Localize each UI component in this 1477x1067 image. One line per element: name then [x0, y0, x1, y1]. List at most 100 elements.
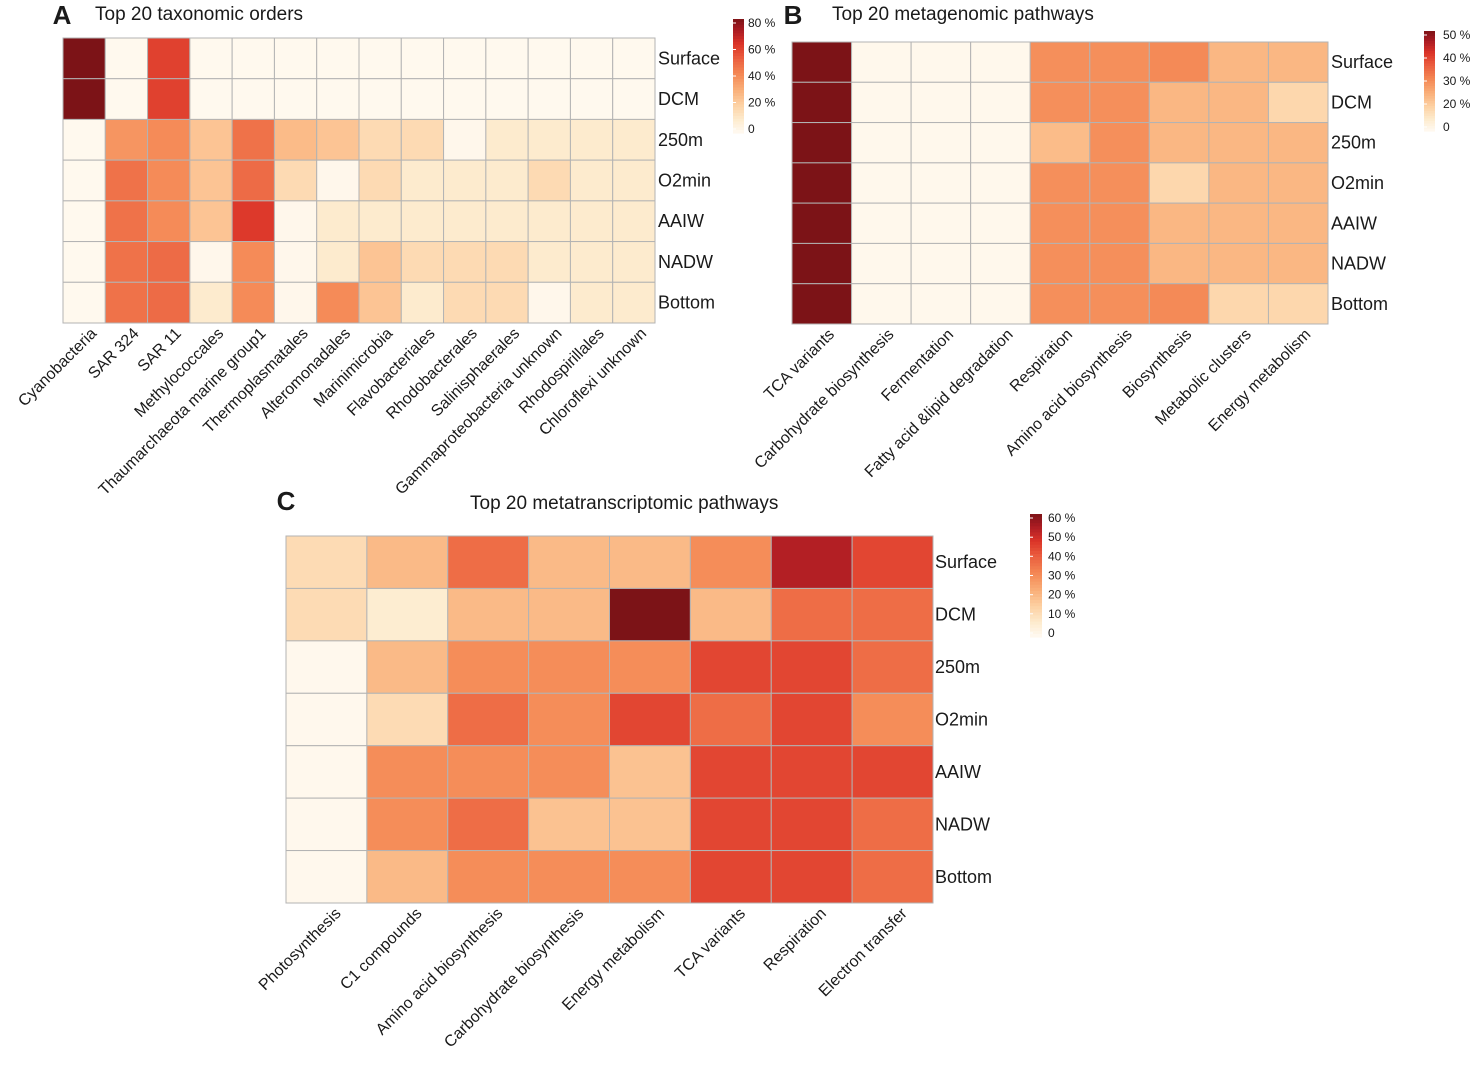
panel-b-cell: [910, 122, 972, 164]
panel-b-legend-label: 30 %: [1443, 74, 1471, 88]
panel-a-cell: [569, 281, 614, 324]
panel-c-cell: [689, 797, 772, 852]
panel-c-cell: [770, 535, 853, 589]
panel-b-legend-swatch: [1424, 33, 1435, 37]
panel-b-legend-swatch: [1424, 91, 1435, 95]
panel-c-cell: [528, 850, 611, 904]
panel-a-cell: [358, 281, 402, 324]
panel-a-legend-swatch: [733, 19, 744, 23]
panel-b-legend-swatch: [1424, 106, 1435, 110]
panel-a-letter: A: [53, 0, 72, 30]
panel-c-column-label: Photosynthesis: [256, 905, 345, 994]
panel-a-legend-swatch: [733, 101, 744, 106]
panel-a-cell: [189, 241, 233, 283]
panel-b-legend-swatch: [1424, 123, 1435, 127]
panel-a-cell: [189, 118, 233, 161]
panel-b-legend-label: 40 %: [1443, 51, 1471, 65]
panel-c-cell: [285, 640, 368, 694]
panel-a-cell: [612, 37, 656, 80]
panel-a-cell: [273, 281, 318, 324]
panel-b-cell: [1089, 122, 1150, 164]
panel-c-row-label: Surface: [935, 552, 997, 572]
panel-a-cell: [273, 200, 318, 243]
panel-c-cell: [770, 640, 853, 694]
panel-b-cell: [1148, 283, 1210, 325]
panel-c-cell: [609, 692, 691, 747]
panel-c-cell: [851, 850, 934, 904]
panel-a-row-label: Bottom: [658, 293, 715, 313]
panel-b-cell: [1148, 202, 1210, 244]
panel-b-cell: [1029, 283, 1091, 325]
panel-a-legend-swatch: [733, 118, 744, 123]
panel-a-cell: [104, 159, 149, 202]
panel-c-cell: [609, 640, 691, 694]
panel-a-cell: [104, 118, 149, 161]
panel-b-cell: [970, 162, 1031, 204]
panel-b-cell: [1267, 283, 1329, 325]
panel-a-cell: [527, 37, 571, 80]
panel-c-legend-swatch: [1030, 566, 1042, 570]
panel-a-legend-swatch: [733, 47, 744, 51]
panel-b-row-label: 250m: [1331, 133, 1376, 153]
panel-c-legend-swatch: [1030, 517, 1042, 521]
panel-a-cell: [527, 200, 571, 243]
panel-c-cell: [285, 535, 368, 589]
panel-a-legend-swatch: [733, 124, 744, 128]
panel-a-cell: [231, 200, 275, 243]
panel-a-cell: [316, 37, 360, 80]
panel-a-cell: [569, 37, 614, 80]
panel-c-legend-swatch: [1030, 529, 1042, 534]
panel-c-legend-label: 40 %: [1048, 549, 1076, 563]
panel-c-row-label: DCM: [935, 605, 976, 625]
panel-b-legend-swatch: [1424, 46, 1435, 50]
panel-a-legend-swatch: [733, 70, 744, 74]
panel-a-cell: [443, 200, 487, 243]
panel-a-cell: [316, 78, 360, 120]
panel-c-legend-swatch: [1030, 526, 1042, 530]
panel-a-cell: [443, 241, 487, 283]
panel-a-cell: [400, 118, 445, 161]
panel-c-legend-swatch: [1030, 603, 1042, 607]
panel-b-legend-swatch: [1424, 96, 1435, 100]
panel-a-cell: [358, 200, 402, 243]
panel-b-legend-swatch: [1424, 88, 1435, 92]
panel-b-cell: [1148, 122, 1210, 164]
panel-c-cell: [528, 692, 611, 747]
panel-c-legend-swatch: [1030, 553, 1042, 558]
panel-c-cell: [770, 745, 853, 799]
panel-b-legend-swatch: [1424, 81, 1435, 85]
panel-b-legend-swatch: [1424, 53, 1435, 57]
panel-b-cell: [1267, 242, 1329, 285]
panel-c-cell: [447, 797, 530, 852]
panel-c-column-label: Carbohydrate biosynthesis: [441, 905, 587, 1051]
panel-a-cell: [62, 241, 106, 283]
panel-c-cell: [285, 745, 368, 799]
panel-b-legend-swatch: [1424, 83, 1435, 87]
panel-c-legend-swatch: [1030, 550, 1042, 555]
panel-c-row-label: AAIW: [935, 762, 981, 782]
panel-c-cell: [366, 745, 449, 799]
panel-c-legend-swatch: [1030, 535, 1042, 540]
panel-b-cell: [1029, 81, 1091, 124]
panel-a-cell: [612, 241, 656, 283]
panel-a-legend-swatch: [733, 53, 744, 57]
panel-a-cell: [147, 281, 191, 324]
panel-c-cell: [285, 797, 368, 852]
panel-a-legend-label: 0: [748, 122, 755, 136]
panel-b-cell: [910, 242, 972, 285]
panel-c-row-label: 250m: [935, 657, 980, 677]
panel-a-legend-swatch: [733, 95, 744, 100]
panel-a-cell: [527, 241, 571, 283]
panel-a-cell: [316, 281, 360, 324]
panel-c-legend-swatch: [1030, 532, 1042, 537]
panel-b-letter: B: [784, 0, 803, 30]
panel-c-legend-swatch: [1030, 514, 1042, 518]
panel-a-legend-swatch: [733, 58, 744, 63]
panel-a-cell: [273, 118, 318, 161]
panel-c-column-label: Electron transfer: [816, 905, 911, 1000]
panel-b-column-label: Energy metabolism: [1206, 326, 1315, 435]
panel-b-cell: [1148, 81, 1210, 124]
panel-a-cell: [147, 159, 191, 202]
panel-a-cell: [358, 37, 402, 80]
